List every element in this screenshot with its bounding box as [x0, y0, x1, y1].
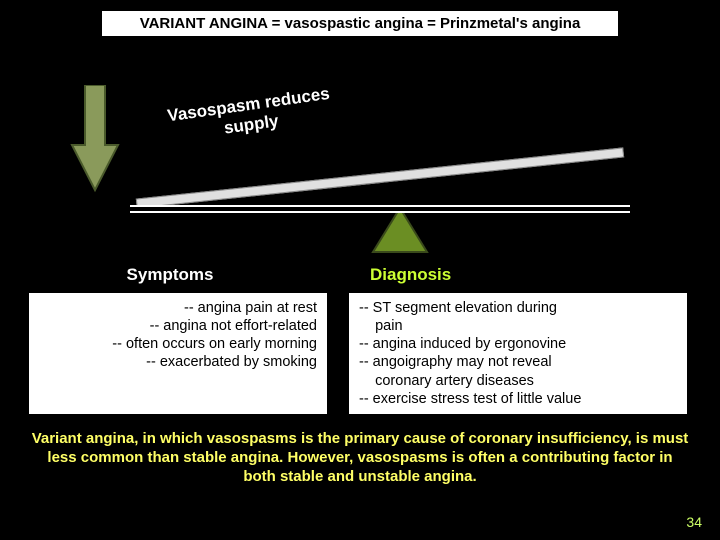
symptom-line: -- often occurs on early morning	[39, 335, 317, 353]
diagnosis-line: -- angina induced by ergonovine	[359, 335, 677, 353]
bottom-note: Variant angina, in which vasospasms is t…	[30, 430, 690, 486]
symptom-line: -- exacerbated by smoking	[39, 353, 317, 371]
slide-number: 34	[686, 514, 702, 530]
symptoms-header: Symptoms	[0, 265, 340, 285]
vasospasm-label: Vasospasm reduces supply	[148, 81, 352, 149]
down-arrow-icon	[70, 85, 120, 195]
symptom-line: -- angina pain at rest	[39, 299, 317, 317]
seesaw-bar	[136, 147, 624, 208]
diagnosis-box: -- ST segment elevation during pain -- a…	[348, 292, 688, 415]
content-boxes: -- angina pain at rest -- angina not eff…	[28, 292, 698, 415]
seesaw-base	[130, 205, 630, 213]
symptoms-box: -- angina pain at rest -- angina not eff…	[28, 292, 328, 415]
diagnosis-line: -- exercise stress test of little value	[359, 390, 677, 408]
diagnosis-line: -- angoigraphy may not reveal	[359, 353, 677, 371]
section-headers: Symptoms Diagnosis	[0, 265, 720, 285]
diagnosis-header: Diagnosis	[340, 265, 640, 285]
diagnosis-line: coronary artery diseases	[359, 372, 677, 390]
diagnosis-line: -- ST segment elevation during	[359, 299, 677, 317]
seesaw-diagram: Vasospasm reduces supply	[60, 55, 660, 255]
symptom-line: -- angina not effort-related	[39, 317, 317, 335]
title-text: VARIANT ANGINA = vasospastic angina = Pr…	[140, 15, 581, 32]
title-box: VARIANT ANGINA = vasospastic angina = Pr…	[100, 9, 620, 38]
diagnosis-line: pain	[359, 317, 677, 335]
